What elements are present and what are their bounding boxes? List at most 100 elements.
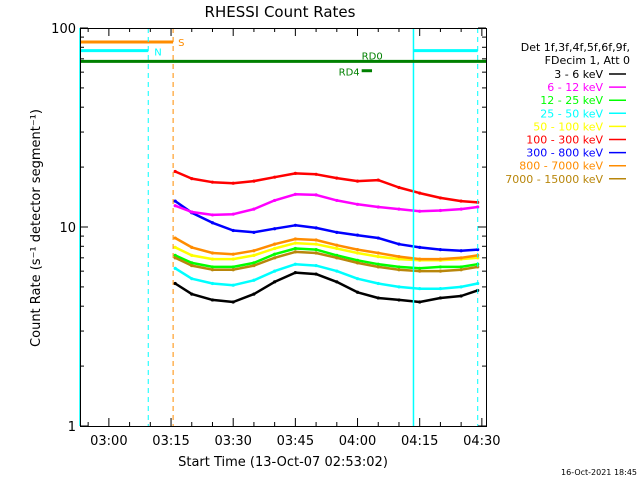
data-point-25-50-kev bbox=[355, 277, 360, 281]
data-point-6-12-kev bbox=[355, 202, 360, 206]
data-point-300-800-kev bbox=[376, 236, 380, 240]
data-point-50-100-kev bbox=[376, 254, 380, 259]
data-point-25-50-kev bbox=[376, 281, 380, 286]
data-point-3-6-kev bbox=[252, 292, 256, 296]
data-point-800-7000-kev bbox=[252, 249, 256, 253]
data-point-50-100-kev bbox=[190, 253, 194, 257]
legend-label-7000-15000-kev: 7000 - 15000 keV bbox=[505, 173, 603, 186]
data-point-800-7000-kev bbox=[293, 237, 297, 241]
data-point-25-50-kev bbox=[293, 262, 297, 266]
y-tick-label: 1 bbox=[68, 420, 76, 435]
series-line-100-300-kev bbox=[174, 170, 478, 204]
data-point-25-50-kev bbox=[273, 269, 277, 273]
data-point-3-6-kev bbox=[273, 280, 277, 284]
data-point-25-50-kev bbox=[438, 287, 443, 291]
x-axis-label: Start Time (13-Oct-07 02:53:02) bbox=[178, 455, 388, 470]
legend-label-12-25-kev: 12 - 25 keV bbox=[540, 94, 603, 107]
series-line-25-50-kev bbox=[174, 262, 478, 290]
axis-layer: 03:00 03:15 03:30 03:45 04:00 04:15 04:30 1 10 10… bbox=[51, 22, 500, 449]
data-point-300-800-kev bbox=[252, 230, 256, 234]
data-point-7000-15000-kev bbox=[397, 268, 401, 272]
data-point-3-6-kev bbox=[173, 281, 177, 286]
annotation-label-rd0: RD0 bbox=[362, 51, 383, 62]
data-point-7000-15000-kev bbox=[173, 256, 177, 260]
series-line-12-25-kev bbox=[174, 247, 478, 270]
data-point-6-12-kev bbox=[438, 208, 443, 213]
data-point-6-12-kev bbox=[190, 210, 194, 214]
x-tick-label: 04:00 bbox=[339, 434, 376, 449]
data-point-50-100-kev bbox=[314, 242, 318, 246]
data-point-800-7000-kev bbox=[459, 256, 463, 260]
data-point-3-6-kev bbox=[190, 292, 194, 296]
data-point-800-7000-kev bbox=[273, 242, 277, 246]
data-point-6-12-kev bbox=[476, 205, 480, 209]
data-point-12-25-kev bbox=[418, 266, 422, 270]
data-point-25-50-kev bbox=[252, 278, 256, 282]
series-line-300-800-kev bbox=[174, 200, 478, 252]
data-point-6-12-kev bbox=[418, 209, 422, 213]
series-line-800-7000-kev bbox=[174, 236, 478, 261]
data-point-25-50-kev bbox=[314, 263, 318, 268]
data-point-12-25-kev bbox=[355, 258, 360, 262]
data-point-7000-15000-kev bbox=[376, 265, 380, 269]
data-point-25-50-kev bbox=[418, 287, 422, 291]
data-point-100-300-kev bbox=[418, 191, 422, 195]
data-point-7000-15000-kev bbox=[273, 256, 277, 260]
data-point-25-50-kev bbox=[335, 269, 339, 273]
data-point-300-800-kev bbox=[418, 245, 422, 249]
data-point-25-50-kev bbox=[190, 277, 194, 281]
annotation-label-n: N bbox=[154, 48, 161, 59]
data-point-7000-15000-kev bbox=[314, 251, 318, 255]
data-point-12-25-kev bbox=[397, 265, 401, 269]
data-point-800-7000-kev bbox=[231, 252, 235, 256]
data-point-12-25-kev bbox=[173, 253, 177, 257]
data-point-800-7000-kev bbox=[190, 245, 194, 249]
data-point-12-25-kev bbox=[459, 265, 463, 269]
legend-label-300-800-kev: 300 - 800 keV bbox=[526, 147, 603, 160]
data-point-7000-15000-kev bbox=[459, 268, 463, 272]
data-point-3-6-kev bbox=[293, 271, 297, 275]
data-point-300-800-kev bbox=[273, 227, 277, 231]
data-point-6-12-kev bbox=[459, 207, 463, 211]
data-point-25-50-kev bbox=[231, 283, 235, 287]
annotation-label-s: S bbox=[178, 38, 184, 49]
data-point-3-6-kev bbox=[314, 272, 318, 276]
legend-header-line-1: Det 1f,3f,4f,5f,6f,9f, bbox=[521, 41, 630, 54]
x-tick-label: 03:00 bbox=[90, 434, 127, 449]
data-point-300-800-kev bbox=[476, 247, 480, 252]
data-point-100-300-kev bbox=[273, 175, 277, 179]
data-point-7000-15000-kev bbox=[210, 268, 215, 272]
data-point-300-800-kev bbox=[335, 230, 339, 234]
data-point-100-300-kev bbox=[190, 177, 194, 181]
data-point-300-800-kev bbox=[231, 228, 235, 233]
data-point-3-6-kev bbox=[418, 300, 422, 304]
data-point-100-300-kev bbox=[210, 180, 215, 184]
data-point-100-300-kev bbox=[293, 171, 297, 175]
legend-label-6-12-kev: 6 - 12 keV bbox=[547, 81, 603, 94]
data-point-7000-15000-kev bbox=[355, 261, 360, 265]
data-point-12-25-kev bbox=[314, 247, 318, 252]
data-point-3-6-kev bbox=[210, 298, 215, 302]
data-point-300-800-kev bbox=[438, 247, 443, 252]
data-point-50-100-kev bbox=[355, 251, 360, 255]
footer-date: 16-Oct-2021 18:45 bbox=[561, 468, 637, 477]
data-point-12-25-kev bbox=[210, 265, 215, 269]
data-point-300-800-kev bbox=[314, 226, 318, 230]
data-point-50-100-kev bbox=[335, 246, 339, 251]
legend-label-50-100-kev: 50 - 100 keV bbox=[533, 120, 603, 133]
y-tick-label: 100 bbox=[51, 22, 76, 37]
data-point-7000-15000-kev bbox=[252, 263, 256, 268]
data-point-7000-15000-kev bbox=[190, 263, 194, 268]
data-point-12-25-kev bbox=[293, 246, 297, 251]
data-point-800-7000-kev bbox=[438, 257, 443, 261]
data-point-800-7000-kev bbox=[335, 243, 339, 247]
series-line-6-12-kev bbox=[174, 193, 478, 217]
data-point-6-12-kev bbox=[173, 204, 177, 208]
data-point-300-800-kev bbox=[173, 199, 177, 203]
data-point-100-300-kev bbox=[173, 169, 177, 174]
data-point-3-6-kev bbox=[376, 296, 380, 300]
x-tick-label: 03:30 bbox=[214, 434, 251, 449]
data-point-50-100-kev bbox=[173, 245, 177, 249]
data-point-50-100-kev bbox=[210, 257, 215, 261]
